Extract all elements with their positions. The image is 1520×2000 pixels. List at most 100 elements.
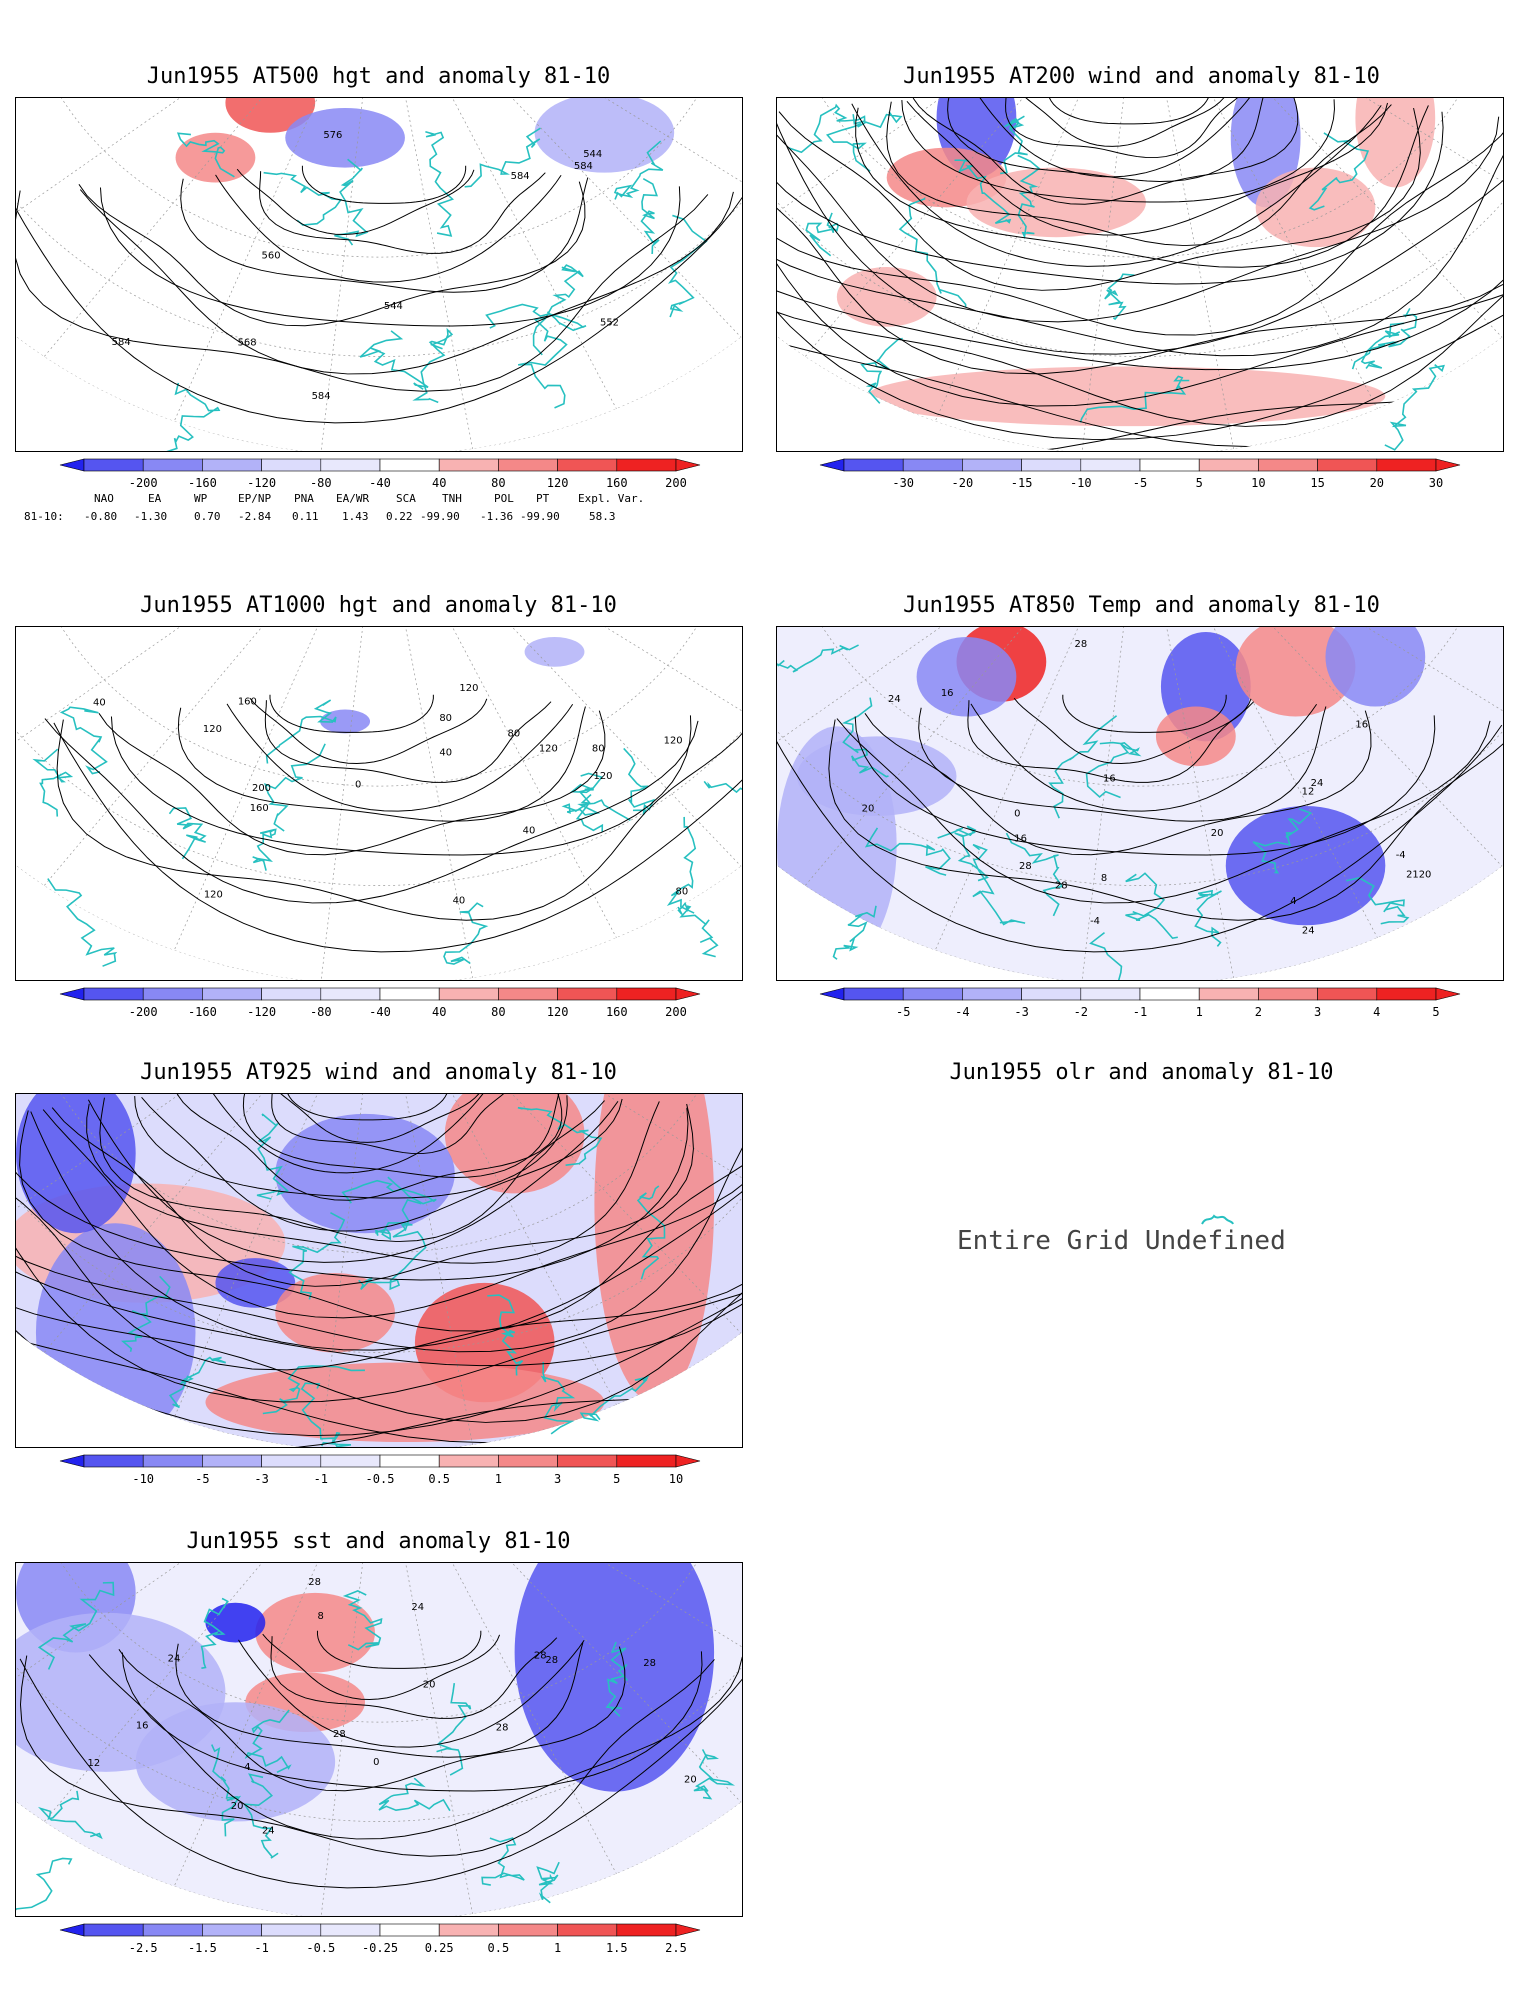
- contour-line: [259, 171, 546, 254]
- contour-label: 120: [664, 736, 683, 747]
- coastlines: [32, 699, 742, 967]
- contour-label: 544: [583, 149, 602, 160]
- streamlines: [16, 1094, 742, 1447]
- coastline: [252, 828, 277, 871]
- streamline: [777, 111, 1444, 285]
- colorbar-tick-label: 160: [606, 1005, 628, 1019]
- contour-label: 28: [333, 1729, 346, 1740]
- streamline: [141, 1096, 623, 1232]
- contour-label: 16: [941, 688, 954, 699]
- colorbar-arrow-high: [1435, 458, 1461, 472]
- panel-title-at500: Jun1955 AT500 hgt and anomaly 81-10: [146, 64, 611, 89]
- contour-line: [121, 1651, 703, 1792]
- tele-value: 0.11: [292, 510, 319, 523]
- coastlines: [777, 644, 1410, 980]
- colorbar-tick-label: 40: [432, 1005, 446, 1019]
- contour-line: [316, 1630, 482, 1669]
- colorbar-tick-label: -2: [1074, 1005, 1088, 1019]
- colorbar-swatch: [1376, 987, 1437, 1001]
- panel-title-at1000: Jun1955 AT1000 hgt and anomaly 81-10: [140, 593, 617, 618]
- coastline-fragment-icon: [1201, 1214, 1234, 1225]
- colorbar-arrow-high: [1435, 987, 1461, 1001]
- coastline: [166, 382, 221, 451]
- colorbar-swatch: [1258, 458, 1318, 472]
- contour-line: [53, 722, 742, 953]
- anomaly-field: [320, 636, 585, 734]
- streamline: [777, 127, 1503, 427]
- coastline: [265, 699, 337, 764]
- contour-label: 80: [592, 743, 605, 754]
- colorbar-swatch: [142, 1454, 203, 1468]
- colorbar-tick-label: -10: [1070, 476, 1092, 490]
- colorbar-swatch: [1021, 458, 1082, 472]
- streamline: [51, 1103, 694, 1287]
- contour-line: [301, 165, 467, 204]
- anomaly-shading: [320, 709, 371, 734]
- streamline: [851, 103, 1382, 267]
- undefined-grid-message: Entire Grid Undefined: [957, 1226, 1286, 1256]
- anomaly-shading: [524, 636, 585, 667]
- coastline: [1384, 363, 1445, 451]
- contour-label: 20: [1211, 828, 1224, 839]
- colorbar-swatch: [843, 987, 904, 1001]
- colorbar-swatch: [1317, 458, 1378, 472]
- streamline: [777, 117, 1503, 357]
- colorbar-at925: -10 -5 -3 -1 -0.5 0.5 1 3 5 10: [59, 1454, 701, 1489]
- coastline: [487, 1294, 524, 1376]
- contour-line: [99, 186, 681, 327]
- contour-labels: 120 160 200 160 120 120 80 80 80 120 80 40 40 0 40 120 1…: [93, 683, 688, 906]
- contour-label: 584: [312, 391, 331, 402]
- anomaly-shading: [255, 1592, 376, 1673]
- colorbar-swatch: [320, 987, 381, 1001]
- contour-line: [262, 1633, 501, 1701]
- contour-label: 4: [244, 1762, 250, 1773]
- colorbar-swatch: [320, 1454, 381, 1468]
- colorbar-swatch: [1080, 987, 1141, 1001]
- colorbar-tick-label: 5: [1196, 476, 1203, 490]
- anomaly-shading: [1225, 805, 1386, 926]
- colorbar-arrow-low: [819, 458, 845, 472]
- contour-line: [264, 700, 552, 783]
- anomaly-shading: [534, 98, 675, 173]
- contour-line: [970, 703, 1318, 812]
- contour-line: [118, 1646, 626, 1792]
- streamline: [777, 119, 1503, 375]
- colorbar-tick-label: -40: [369, 1005, 391, 1019]
- colorbar-arrow-high: [675, 1454, 701, 1468]
- coastline: [1308, 132, 1370, 211]
- map-at200-svg: [777, 98, 1503, 451]
- contour-label: 584: [112, 337, 131, 348]
- colorbar-tick-label: 10: [1251, 476, 1265, 490]
- colorbar-swatch: [261, 987, 322, 1001]
- map-at200: [776, 97, 1504, 452]
- coastline: [954, 159, 1012, 224]
- anomaly-shading: [444, 1094, 585, 1194]
- colorbar-tick-label: 20: [1370, 476, 1384, 490]
- colorbar-tick-label: -10: [132, 1472, 154, 1486]
- colorbar-at1000: -200 -160 -120 -80 -40 40 80 120 160 200: [59, 987, 701, 1022]
- map-at500: 584 544 552 560 568 576 584 584 584 544: [15, 97, 743, 452]
- panel-title-at925: Jun1955 AT925 wind and anomaly 81-10: [140, 1060, 617, 1085]
- contour-line: [269, 694, 434, 733]
- streamline: [1016, 98, 1230, 147]
- contour-line: [215, 174, 562, 283]
- coastline: [176, 132, 235, 178]
- contour-label: 120: [594, 771, 613, 782]
- streamline: [777, 115, 1503, 355]
- tele-value: -2.84: [238, 510, 272, 523]
- anomaly-shading: [594, 1094, 715, 1403]
- colorbar-tick-label: -2.5: [129, 1941, 158, 1955]
- colorbar-swatch: [202, 1923, 262, 1937]
- colorbar-swatch: [142, 987, 203, 1001]
- anomaly-shading: [1235, 627, 1356, 717]
- coastline: [168, 1356, 227, 1409]
- tele-header: Expl. Var.: [578, 492, 645, 505]
- colorbar-swatch: [902, 458, 963, 472]
- tele-header: SCA: [396, 492, 416, 505]
- coastline: [244, 1709, 292, 1774]
- map-at850: 20 -4 -4 0 4 8 12 16 24 28 28 24 16 16 24 20 16 28 2120: [776, 626, 1504, 981]
- tele-header: PT: [536, 492, 550, 505]
- colorbar-swatch: [1021, 987, 1082, 1001]
- map-at1000-svg: 120 160 200 160 120 120 80 80 80 120 80 40 40 0 40 120 1…: [16, 627, 742, 980]
- contour-line: [16, 190, 709, 392]
